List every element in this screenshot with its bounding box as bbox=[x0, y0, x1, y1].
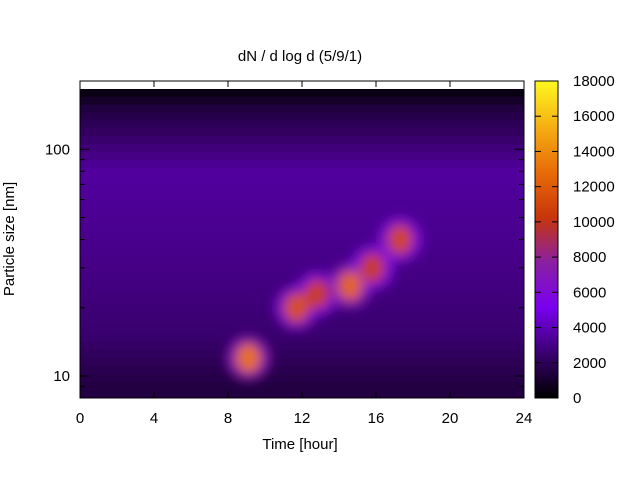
heatmap-band bbox=[80, 271, 524, 280]
colorbar-tick-label: 0 bbox=[573, 390, 581, 407]
heatmap-band bbox=[80, 128, 524, 138]
chart-title: dN / d log d (5/9/1) bbox=[238, 48, 362, 65]
heatmap-band bbox=[80, 350, 524, 359]
colorbar-tick-label: 2000 bbox=[573, 355, 606, 372]
heatmap-band bbox=[80, 168, 524, 177]
y-axis-label: Particle size [nm] bbox=[1, 182, 18, 296]
heatmap-band bbox=[80, 239, 524, 249]
colorbar-tick-label: 4000 bbox=[573, 320, 606, 337]
x-tick-label: 12 bbox=[294, 410, 311, 427]
y-tick-label: 10 bbox=[53, 368, 70, 385]
heatmap-band bbox=[80, 255, 524, 264]
x-tick-label: 16 bbox=[368, 410, 385, 427]
event-core bbox=[236, 343, 261, 374]
heatmap-band bbox=[80, 120, 524, 130]
heatmap-band bbox=[80, 342, 524, 352]
heatmap-band bbox=[80, 223, 524, 233]
colorbar-axis: 0 2000 4000 6000 8000 10000 12000 14000 16000 180… bbox=[535, 73, 615, 407]
heatmap-band bbox=[80, 199, 524, 209]
event-core bbox=[338, 270, 363, 301]
colorbar bbox=[534, 80, 559, 399]
x-axis: 0 4 8 12 16 20 24 bbox=[76, 81, 533, 427]
event-core bbox=[284, 292, 309, 323]
colorbar-tick-label: 14000 bbox=[573, 143, 615, 160]
heatmap-band bbox=[80, 382, 524, 391]
colorbar-tick-label: 12000 bbox=[573, 179, 615, 196]
colorbar-tick-label: 16000 bbox=[573, 108, 615, 125]
heatmap-events bbox=[226, 217, 423, 381]
heatmap-background bbox=[80, 81, 524, 398]
heatmap-band bbox=[80, 144, 524, 153]
x-tick-label: 8 bbox=[224, 410, 232, 427]
heatmap-band bbox=[80, 247, 524, 256]
heatmap-band bbox=[80, 326, 524, 336]
x-tick-label: 24 bbox=[516, 410, 533, 427]
heatmap-band bbox=[80, 215, 524, 225]
heatmap-band bbox=[80, 374, 524, 383]
heatmap-band bbox=[80, 263, 524, 272]
plot-area bbox=[80, 81, 524, 398]
colorbar-tick-label: 10000 bbox=[573, 214, 615, 231]
x-tick-label: 0 bbox=[76, 410, 84, 427]
heatmap-band bbox=[80, 152, 524, 161]
heatmap-band bbox=[80, 366, 524, 375]
heatmap-band bbox=[80, 207, 524, 217]
event-core bbox=[360, 252, 385, 283]
heatmap-band bbox=[80, 160, 524, 169]
colorbar-tick-label: 8000 bbox=[573, 249, 606, 266]
heatmap-band bbox=[80, 112, 524, 122]
x-tick-label: 4 bbox=[150, 410, 158, 427]
x-tick-label: 20 bbox=[442, 410, 459, 427]
heatmap-band bbox=[80, 184, 524, 193]
heatmap-band bbox=[80, 231, 524, 241]
heatmap-band bbox=[80, 136, 524, 145]
heatmap-band bbox=[80, 88, 524, 98]
heatmap-band bbox=[80, 334, 524, 344]
heatmap-band bbox=[80, 358, 524, 367]
y-tick-label: 100 bbox=[45, 141, 70, 158]
heatmap-band bbox=[80, 104, 524, 114]
heatmap-band bbox=[80, 191, 524, 201]
heatmap-band bbox=[80, 96, 524, 106]
y-axis: 10 100 bbox=[45, 80, 524, 399]
x-axis-label: Time [hour] bbox=[262, 436, 337, 453]
event-core bbox=[388, 224, 413, 255]
event-core bbox=[304, 278, 329, 309]
colorbar-tick-label: 6000 bbox=[573, 284, 606, 301]
colorbar-tick-label: 18000 bbox=[573, 73, 615, 90]
heatmap-band bbox=[80, 176, 524, 185]
